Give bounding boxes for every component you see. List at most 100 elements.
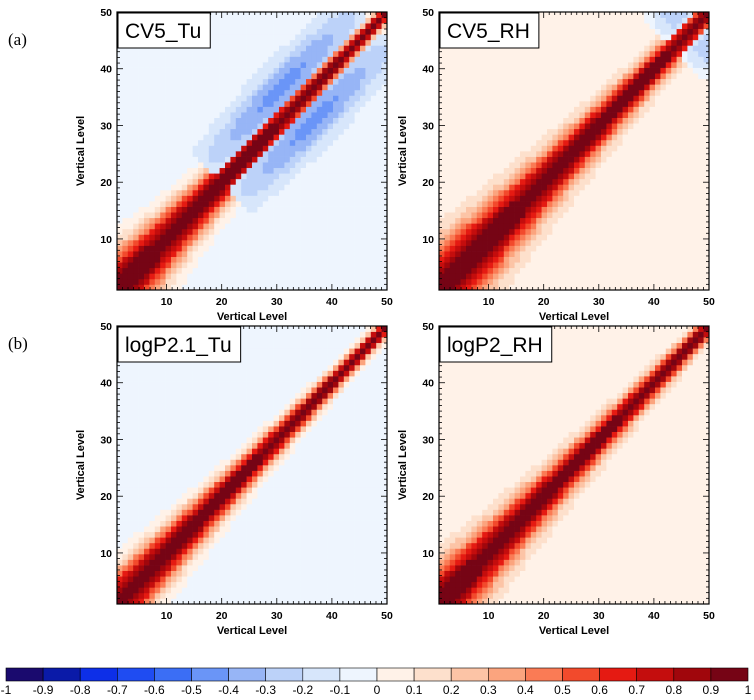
heatmap-cell xyxy=(381,267,388,274)
heatmap-cell xyxy=(225,112,231,118)
heatmap-cell xyxy=(455,273,461,280)
heatmap-cell xyxy=(649,284,656,291)
heatmap-cell xyxy=(611,167,618,174)
heatmap-cell xyxy=(520,228,526,235)
heatmap-cell xyxy=(160,167,166,174)
heatmap-cell xyxy=(649,189,656,196)
heatmap-cell xyxy=(176,139,183,146)
heatmap-cell xyxy=(644,267,650,274)
heatmap-cell xyxy=(449,212,456,219)
heatmap-cell xyxy=(660,278,667,285)
heatmap-cell xyxy=(246,228,253,235)
heatmap-cell xyxy=(520,189,526,196)
heatmap-cell xyxy=(252,217,258,224)
heatmap-cell xyxy=(181,217,188,224)
heatmap-cell xyxy=(563,89,569,96)
heatmap-cell xyxy=(257,173,264,180)
heatmap-cell xyxy=(530,67,537,74)
heatmap-cell xyxy=(584,17,591,24)
heatmap-cell xyxy=(333,245,339,252)
heatmap-cell xyxy=(682,267,688,274)
heatmap-cell xyxy=(476,50,483,57)
heatmap-cell xyxy=(498,273,505,280)
heatmap-cell xyxy=(665,134,672,141)
heatmap-cell xyxy=(300,145,307,152)
heatmap-cell xyxy=(660,184,667,191)
heatmap-cell xyxy=(649,34,656,41)
heatmap-cell xyxy=(574,173,580,180)
heatmap-cell xyxy=(568,117,575,124)
heatmap-cell xyxy=(595,28,602,35)
heatmap-cell xyxy=(176,145,183,152)
heatmap-cell xyxy=(257,95,264,102)
heatmap-cell xyxy=(230,212,237,219)
heatmap-cell xyxy=(354,145,361,152)
heatmap-cell xyxy=(230,78,237,85)
heatmap-cell xyxy=(354,234,361,241)
heatmap-cell xyxy=(300,151,307,157)
heatmap-cell xyxy=(171,112,177,118)
heatmap-cell xyxy=(176,206,183,213)
heatmap-cell xyxy=(671,234,677,241)
heatmap-cell xyxy=(503,67,510,74)
heatmap-cell xyxy=(574,112,580,118)
heatmap-cell xyxy=(617,212,623,219)
heatmap-cell xyxy=(444,195,451,202)
heatmap-cell xyxy=(349,145,355,152)
heatmap-cell xyxy=(376,251,382,257)
heatmap-cell xyxy=(638,12,645,18)
heatmap-cell xyxy=(579,245,586,252)
heatmap-cell xyxy=(306,212,312,219)
heatmap-cell xyxy=(214,262,220,269)
heatmap-cell xyxy=(601,267,607,274)
heatmap-cell xyxy=(638,134,645,141)
heatmap-cell xyxy=(279,62,285,68)
heatmap-cell xyxy=(536,84,542,91)
heatmap-cell xyxy=(439,123,445,130)
heatmap-cell xyxy=(665,245,672,252)
heatmap-cell xyxy=(676,178,683,185)
heatmap-cell xyxy=(225,128,231,135)
heatmap-cell xyxy=(241,89,247,96)
heatmap-cell xyxy=(628,178,634,185)
heatmap-cell xyxy=(525,117,532,124)
heatmap-cell xyxy=(138,251,145,257)
heatmap-cell xyxy=(595,195,602,202)
heatmap-cell xyxy=(595,17,602,24)
heatmap-cell xyxy=(552,278,559,285)
heatmap-cell xyxy=(133,251,139,257)
heatmap-cell xyxy=(349,112,355,118)
heatmap-cell xyxy=(295,123,301,130)
heatmap-cell xyxy=(354,162,361,169)
heatmap-cell xyxy=(273,223,280,230)
heatmap-cell xyxy=(176,239,183,246)
heatmap-cell xyxy=(514,67,521,74)
heatmap-cell xyxy=(257,134,264,141)
heatmap-cell xyxy=(676,256,683,263)
heatmap-cell xyxy=(370,50,377,57)
heatmap-cell xyxy=(311,278,318,285)
heatmap-cell xyxy=(127,206,134,213)
heatmap-cell xyxy=(165,167,172,174)
heatmap-cell xyxy=(557,162,564,169)
heatmap-cell xyxy=(590,239,596,246)
heatmap-cell xyxy=(306,151,312,157)
heatmap-cell xyxy=(230,167,237,174)
heatmap-cell xyxy=(574,106,580,113)
heatmap-cell xyxy=(655,106,661,113)
heatmap-cell xyxy=(660,73,667,80)
heatmap-cell xyxy=(552,28,559,35)
heatmap-cell xyxy=(225,34,231,41)
heatmap-cell xyxy=(633,267,640,274)
heatmap-cell xyxy=(246,50,253,57)
heatmap-cell xyxy=(617,84,623,91)
heatmap-cell xyxy=(144,62,150,68)
heatmap-cell xyxy=(671,212,677,219)
heatmap-cell xyxy=(262,201,269,207)
heatmap-cell xyxy=(322,184,328,191)
heatmap-cell xyxy=(214,184,220,191)
heatmap-cell xyxy=(241,151,247,157)
heatmap-cell xyxy=(514,201,521,207)
heatmap-cell xyxy=(514,184,521,191)
heatmap-cell xyxy=(541,67,548,74)
